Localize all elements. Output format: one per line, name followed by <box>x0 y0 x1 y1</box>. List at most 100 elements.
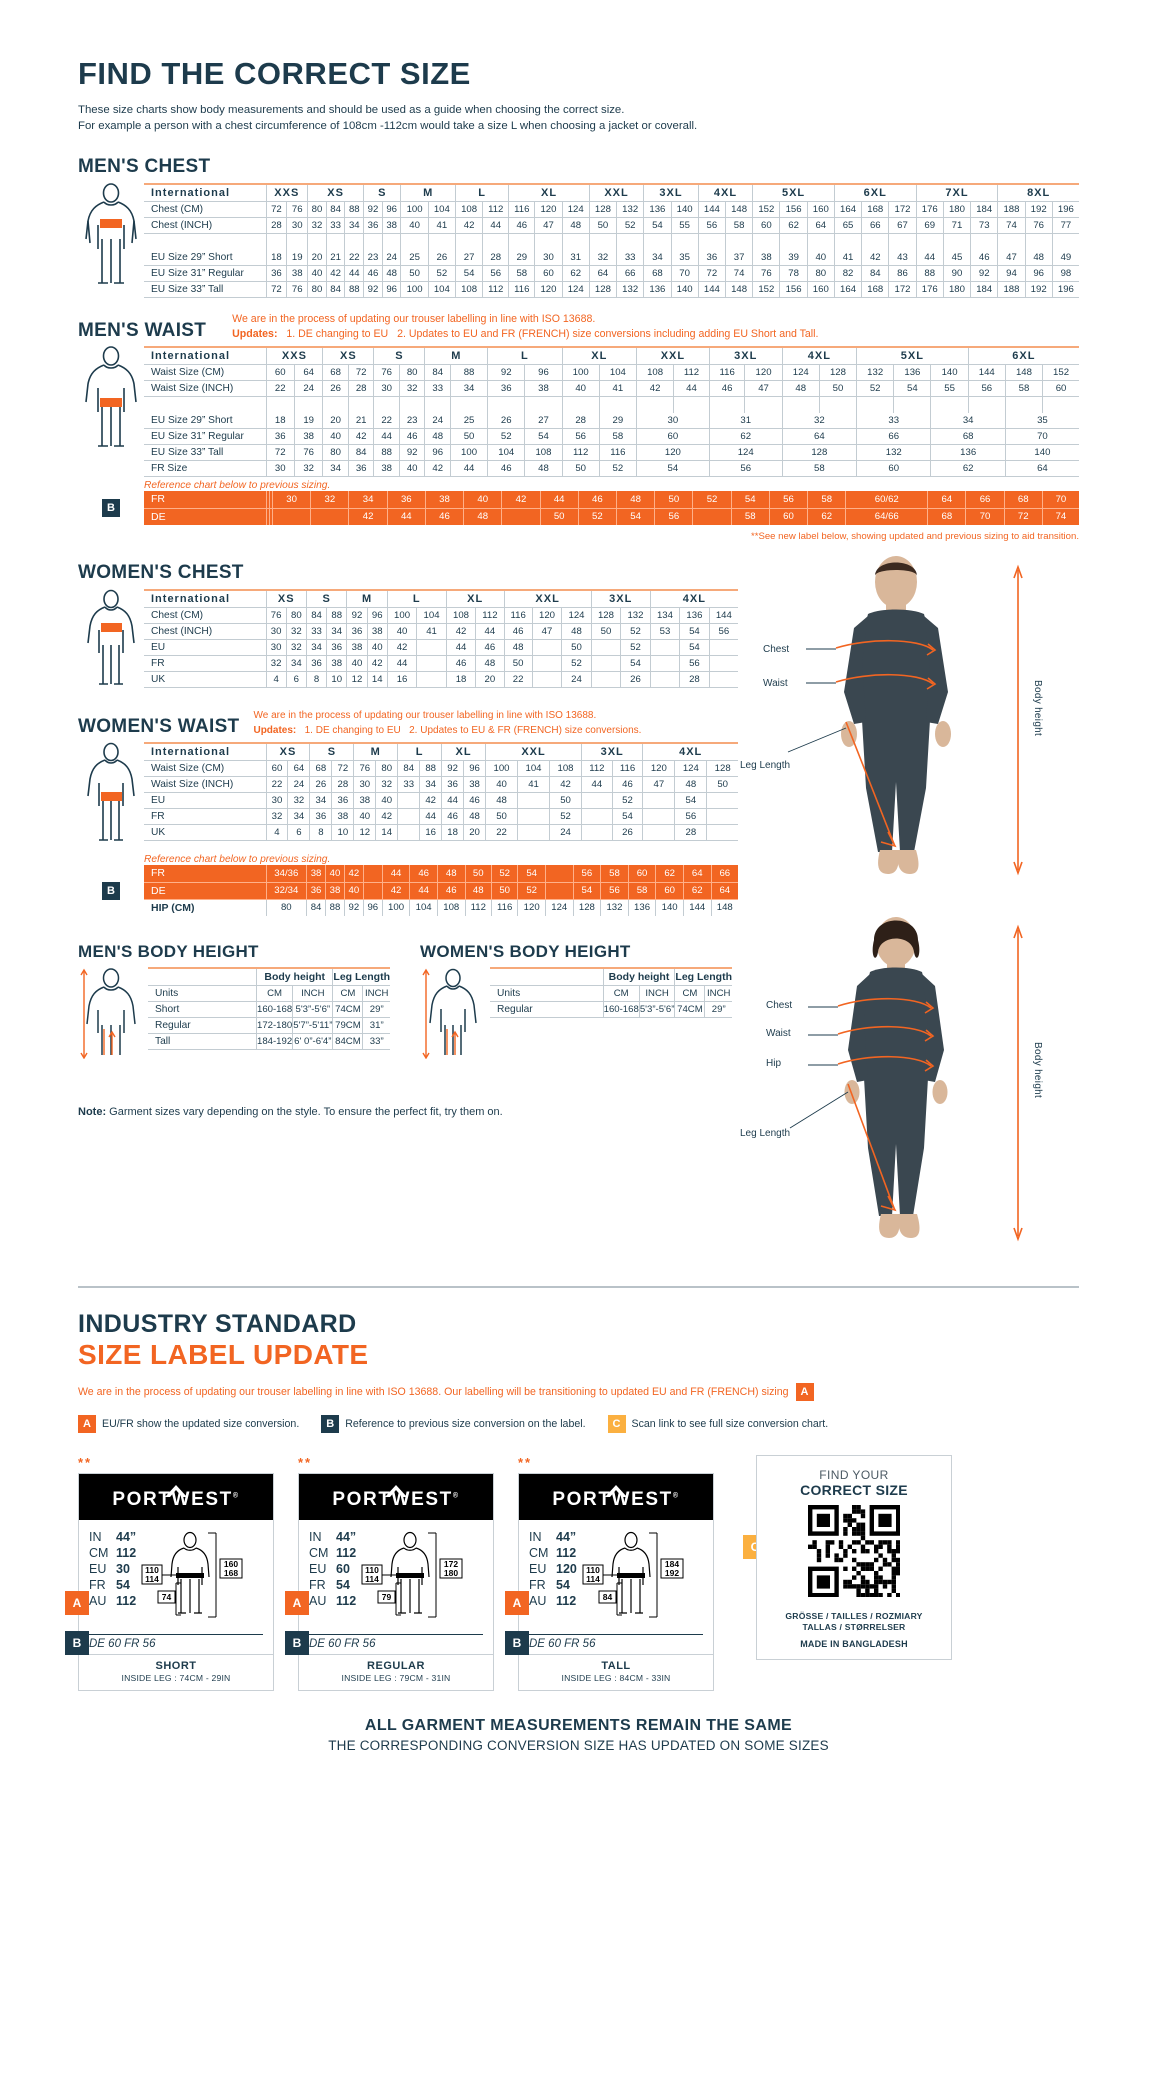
size-header-m: M <box>424 346 488 365</box>
legend-text: Reference to previous size conversion on… <box>345 1418 586 1430</box>
row-label: EU <box>144 639 266 656</box>
intro-line-2: For example a person with a chest circum… <box>78 119 698 132</box>
card-size-value: 54 <box>556 1578 570 1592</box>
card-size-value: 44” <box>556 1530 577 1544</box>
brand-name: PORTWEST® <box>112 1489 240 1510</box>
svg-text:110: 110 <box>365 1565 379 1575</box>
mens-waist-title: MEN'S WAIST <box>78 320 207 341</box>
waist-band <box>176 1573 205 1578</box>
card-size-row-in: IN 44” <box>309 1529 356 1545</box>
size-header-xl: XL <box>441 742 486 761</box>
mens-chest-table: International XXS XS S M L XL XXL 3XL 4XL 5XL 6XL 7X… <box>144 183 1079 298</box>
badge-b-card: B <box>505 1631 529 1655</box>
female-label-leg-length: Leg Length <box>740 1128 791 1139</box>
reference-row: DE 42 44 46 48 50 52 54 56 58 60 62 64/66 68 70 72 74 <box>144 508 1079 525</box>
womens-waist-note-iso: We are in the process of updating our tr… <box>253 710 597 721</box>
mens-waist-notes: We are in the process of updating our tr… <box>232 312 818 342</box>
mens-height-figure <box>78 967 148 1064</box>
badge-b-womens: B <box>102 881 120 900</box>
card-figure: 110 114 184 192 84 <box>581 1529 685 1626</box>
card-size-key: FR <box>529 1578 546 1592</box>
height-col-units: Units <box>148 985 257 1002</box>
table-spacer-row <box>144 233 1079 250</box>
womens-waist-title: WOMEN'S WAIST <box>78 716 240 737</box>
badge-a-inline: A <box>795 1383 814 1401</box>
table-row: UK 4 6 8 10 12 14 16 18 20 22 24 26 28 <box>144 824 738 841</box>
card-size-value: 112 <box>116 1546 137 1560</box>
size-header-xs: XS <box>307 183 364 202</box>
qr-image[interactable] <box>767 1505 941 1602</box>
female-body-chest-icon <box>87 589 135 685</box>
blank-corner <box>148 967 257 986</box>
card-previous-sizing: DE 60 FR 56 <box>309 1634 483 1654</box>
svg-text:172: 172 <box>444 1559 458 1569</box>
height-col-inch: INCH <box>704 985 732 1002</box>
mens-waist-footnote: **See new label below, showing updated a… <box>750 531 1079 542</box>
row-label: EU Size 33” Tall <box>144 444 266 461</box>
mens-body-height-table: Body height Leg Length Units CM INCH CM INCH Sh… <box>148 967 390 1050</box>
row-label: UK <box>144 671 266 688</box>
table-row: EU Size 29” Short 18 19 20 21 22 23 24 25 26 27 28 2… <box>144 412 1079 429</box>
card-measurements: IN 44” CM 112 EU 120 FR 54 AU 112 110 114 184 192 84 <box>519 1520 713 1631</box>
row-label: EU Size 31” Regular <box>144 265 266 282</box>
size-header-xxl: XXL <box>503 589 592 608</box>
card-size-row-eu: EU 30 <box>89 1561 136 1577</box>
size-header-m: M <box>400 183 456 202</box>
card-size-row-au: AU 112 <box>309 1593 356 1609</box>
womens-waist-ref-badge-col: B <box>78 865 144 916</box>
height-col-cm: CM <box>332 985 363 1002</box>
size-header-4xl: 4XL <box>642 742 738 761</box>
male-model-block: Chest Waist Leg Length Body height <box>738 556 1079 892</box>
height-row-label: Short <box>148 1001 257 1018</box>
portwest-chevron-icon <box>385 1485 407 1497</box>
height-col-cm: CM <box>602 985 640 1002</box>
height-group-body-height: Body height <box>255 967 333 986</box>
portwest-chevron-icon <box>165 1485 187 1497</box>
size-header-l: L <box>397 742 442 761</box>
size-header-s: S <box>373 346 425 365</box>
male-body-chest-icon <box>85 183 137 284</box>
badge-b-card: B <box>65 1631 89 1655</box>
qr-card[interactable]: FIND YOUR CORRECT SIZE GRÖSSE / TAILLES / … <box>756 1455 952 1661</box>
table-spacer-row <box>144 396 1079 413</box>
table-row: Waist Size (CM) 60 64 68 72 76 80 84 88 92 96 100 10… <box>144 760 738 777</box>
card-size-value: 60 <box>336 1562 350 1576</box>
size-header-xs: XS <box>322 346 374 365</box>
card-stars: ** <box>298 1455 313 1470</box>
table-row: EU Size 29” Short 18 19 20 21 22 23 24 25 26 27 28 2… <box>144 249 1079 266</box>
card-size-key: IN <box>309 1530 322 1544</box>
female-label-waist: Waist <box>766 1028 791 1039</box>
height-col-cm: CM <box>255 985 293 1002</box>
card-size-value: 44” <box>336 1530 357 1544</box>
card-size-row-in: IN 44” <box>89 1529 136 1545</box>
size-header-4xl: 4XL <box>697 183 753 202</box>
table-row: Waist Size (INCH) 22 24 26 28 30 32 33 34 36 38 40 4… <box>144 380 1079 397</box>
size-header-l: L <box>386 589 447 608</box>
table-row: Chest (CM) 76 80 84 88 92 96 100 104 108 112 116 120… <box>144 607 738 624</box>
womens-waist-notes: We are in the process of updating our tr… <box>253 708 641 738</box>
card-size-row-cm: CM 112 <box>529 1545 577 1561</box>
reference-row: DE 32/34 36 38 40 42 44 46 48 50 52 54 56 58 60 62 64 <box>144 882 738 900</box>
size-header-xl: XL <box>561 346 637 365</box>
garment-note-label: Note: <box>78 1106 107 1118</box>
height-col-inch: INCH <box>292 985 333 1002</box>
womens-waist-updates-label: Updates: <box>253 725 297 736</box>
size-header-l: L <box>454 183 509 202</box>
portwest-chevron-icon <box>605 1485 627 1497</box>
card-footer: SHORT INSIDE LEG : 74CM - 29IN <box>79 1654 273 1690</box>
card-inside-leg: INSIDE LEG : 74CM - 29IN <box>121 1673 231 1683</box>
female-label-chest: Chest <box>766 1000 793 1011</box>
label-update-intro-text: We are in the process of updating our tr… <box>78 1385 789 1398</box>
male-label-chest: Chest <box>763 644 790 655</box>
card-size-key: IN <box>89 1530 102 1544</box>
row-label: Chest (CM) <box>144 201 266 218</box>
qr-languages-1: GRÖSSE / TAILLES / ROZMIARY <box>785 1611 923 1622</box>
card-stars: ** <box>78 1455 93 1470</box>
row-label: EU Size 29” Short <box>144 412 266 429</box>
badge-a-card: A <box>65 1591 89 1615</box>
badge-a-card: A <box>505 1591 529 1615</box>
intro-text: These size charts show body measurements… <box>78 103 1079 134</box>
portwest-label: PORTWEST® IN 44” CM 112 EU 60 FR 54 AU 112 110 114 17… <box>298 1473 494 1691</box>
card-fit-type: REGULAR <box>367 1660 425 1672</box>
height-row: Short 160-168 5'3”-5'6” 74CM 29” <box>148 1001 390 1018</box>
